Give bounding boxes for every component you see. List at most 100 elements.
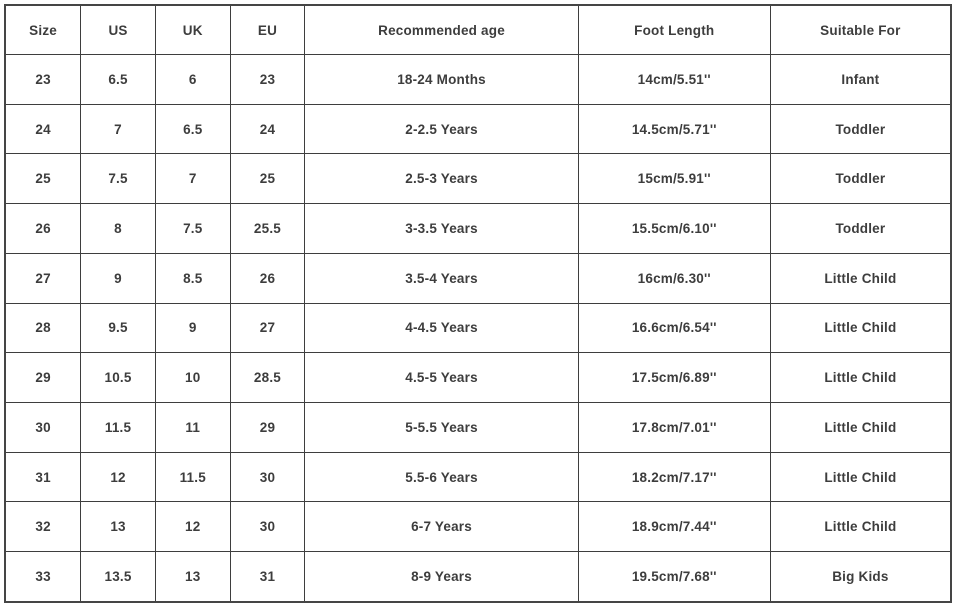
table-cell: 29 — [229, 402, 306, 453]
table-cell: 27 — [229, 302, 306, 354]
table-cell: 11.5 — [154, 451, 231, 503]
table-cell: 6.5 — [80, 54, 156, 105]
table-cell: 16.6cm/6.54'' — [577, 302, 771, 354]
table-cell: 30 — [229, 451, 306, 503]
table-cell: 24 — [4, 103, 82, 155]
table-cell: 4.5-5 Years — [304, 352, 579, 404]
table-cell: 7 — [154, 153, 231, 205]
table-cell: 16cm/6.30'' — [577, 252, 771, 304]
table-cell: 25 — [4, 153, 82, 205]
column-header-recommended-age: Recommended age — [304, 4, 579, 55]
table-cell: Toddler — [769, 153, 952, 205]
table-cell: Little Child — [769, 302, 952, 354]
table-cell: Little Child — [769, 252, 952, 304]
table-cell: 5.5-6 Years — [304, 451, 579, 503]
table-cell: Big Kids — [769, 551, 952, 603]
table-cell: 7 — [80, 103, 156, 155]
table-cell: 30 — [4, 402, 82, 453]
table-cell: 14.5cm/5.71'' — [577, 103, 771, 155]
table-row: 24 7 6.5 24 2-2.5 Years 14.5cm/5.71'' Toddler — [4, 103, 952, 155]
table-cell: 13 — [80, 501, 156, 553]
table-cell: 18-24 Months — [304, 54, 579, 105]
table-cell: 4-4.5 Years — [304, 302, 579, 354]
table-cell: 9.5 — [80, 302, 156, 354]
table-cell: 2-2.5 Years — [304, 103, 579, 155]
table-cell: 26 — [229, 252, 306, 304]
table-body: 23 6.5 6 23 18-24 Months 14cm/5.51'' Infant 24 7… — [4, 54, 952, 603]
table-cell: 15.5cm/6.10'' — [577, 203, 771, 254]
table-cell: 8-9 Years — [304, 551, 579, 603]
table-cell: 13.5 — [80, 551, 156, 603]
table-cell: 29 — [4, 352, 82, 404]
table-cell: 25 — [229, 153, 306, 205]
table-cell: 23 — [229, 54, 306, 105]
column-header-uk: UK — [154, 4, 231, 55]
column-header-foot-length: Foot Length — [577, 4, 771, 55]
table-cell: 10 — [154, 352, 231, 404]
table-cell: 17.5cm/6.89'' — [577, 352, 771, 404]
table-cell: 17.8cm/7.01'' — [577, 402, 771, 453]
table-row: 25 7.5 7 25 2.5-3 Years 15cm/5.91'' Toddler — [4, 153, 952, 205]
column-header-suitable-for: Suitable For — [769, 4, 952, 55]
table-cell: 2.5-3 Years — [304, 153, 579, 205]
table-cell: 3.5-4 Years — [304, 252, 579, 304]
column-header-us: US — [80, 4, 156, 55]
table-row: 23 6.5 6 23 18-24 Months 14cm/5.51'' Infant — [4, 54, 952, 105]
table-row: 31 12 11.5 30 5.5-6 Years 18.2cm/7.17'' Little… — [4, 451, 952, 503]
table-cell: 27 — [4, 252, 82, 304]
table-cell: 9 — [80, 252, 156, 304]
shoe-size-chart-table: Size US UK EU Recommended age Foot Length Suit… — [4, 4, 952, 603]
table-cell: 6.5 — [154, 103, 231, 155]
table-row: 29 10.5 10 28.5 4.5-5 Years 17.5cm/6.89'' Litt… — [4, 352, 952, 404]
table-cell: 26 — [4, 203, 82, 254]
table-row: 30 11.5 11 29 5-5.5 Years 17.8cm/7.01'' Little… — [4, 402, 952, 453]
table-cell: 30 — [229, 501, 306, 553]
table-cell: Toddler — [769, 203, 952, 254]
table-row: 32 13 12 30 6-7 Years 18.9cm/7.44'' Little Chi… — [4, 501, 952, 553]
table-cell: Little Child — [769, 451, 952, 503]
table-cell: 31 — [229, 551, 306, 603]
table-cell: 31 — [4, 451, 82, 503]
table-cell: Infant — [769, 54, 952, 105]
column-header-eu: EU — [229, 4, 306, 55]
table-cell: 3-3.5 Years — [304, 203, 579, 254]
table-cell: Toddler — [769, 103, 952, 155]
table-cell: 28 — [4, 302, 82, 354]
header-row: Size US UK EU Recommended age Foot Length Suit… — [4, 4, 952, 55]
table-cell: 6-7 Years — [304, 501, 579, 553]
table-row: 33 13.5 13 31 8-9 Years 19.5cm/7.68'' Big Kids — [4, 551, 952, 603]
column-header-size: Size — [4, 4, 82, 55]
table-cell: 6 — [154, 54, 231, 105]
table-cell: 18.9cm/7.44'' — [577, 501, 771, 553]
table-cell: 11 — [154, 402, 231, 453]
table-cell: 12 — [80, 451, 156, 503]
table-cell: 13 — [154, 551, 231, 603]
table-row: 28 9.5 9 27 4-4.5 Years 16.6cm/6.54'' Little C… — [4, 302, 952, 354]
table-cell: 24 — [229, 103, 306, 155]
table-cell: 32 — [4, 501, 82, 553]
table-cell: Little Child — [769, 352, 952, 404]
table-cell: 5-5.5 Years — [304, 402, 579, 453]
table-cell: 33 — [4, 551, 82, 603]
table-cell: 8 — [80, 203, 156, 254]
table-cell: 28.5 — [229, 352, 306, 404]
table-cell: 10.5 — [80, 352, 156, 404]
table-cell: 12 — [154, 501, 231, 553]
table-row: 26 8 7.5 25.5 3-3.5 Years 15.5cm/6.10'' Toddle… — [4, 203, 952, 254]
table-cell: Little Child — [769, 501, 952, 553]
table-cell: 8.5 — [154, 252, 231, 304]
table-cell: Little Child — [769, 402, 952, 453]
table-cell: 15cm/5.91'' — [577, 153, 771, 205]
table-cell: 9 — [154, 302, 231, 354]
table-cell: 11.5 — [80, 402, 156, 453]
table-cell: 25.5 — [229, 203, 306, 254]
table-cell: 7.5 — [80, 153, 156, 205]
table-cell: 18.2cm/7.17'' — [577, 451, 771, 503]
table-cell: 23 — [4, 54, 82, 105]
table-cell: 14cm/5.51'' — [577, 54, 771, 105]
table-row: 27 9 8.5 26 3.5-4 Years 16cm/6.30'' Little Chi… — [4, 252, 952, 304]
table-header: Size US UK EU Recommended age Foot Length Suit… — [4, 4, 952, 55]
table-cell: 7.5 — [154, 203, 231, 254]
table-cell: 19.5cm/7.68'' — [577, 551, 771, 603]
